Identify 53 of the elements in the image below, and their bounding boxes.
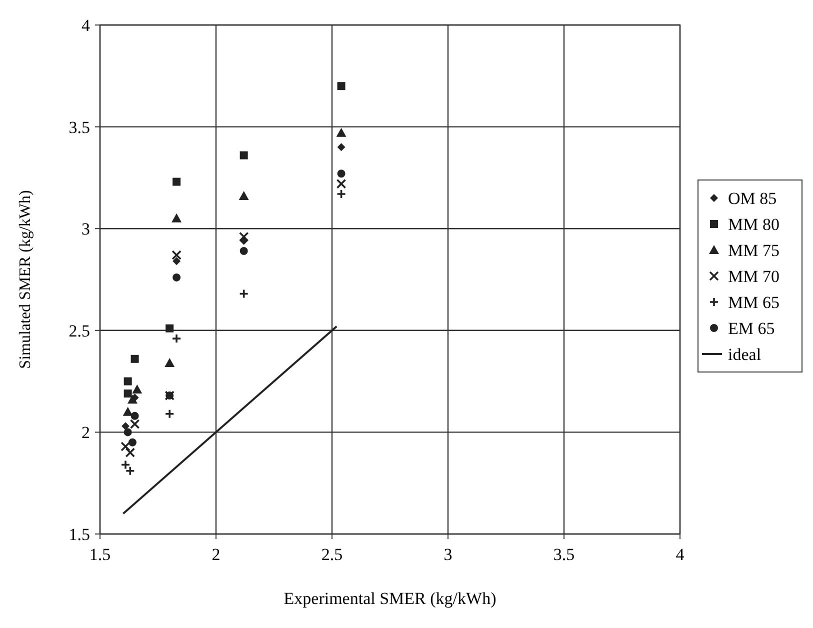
point [240,246,248,255]
point [172,273,181,282]
x-tick-label: 3 [444,545,452,564]
legend-label: EM 65 [728,319,775,338]
point [128,438,136,446]
legend-label: MM 80 [728,215,780,234]
y-axis-title: Simulated SMER (kg/kWh) [17,190,34,369]
point [172,213,182,222]
x-axis-title: Experimental SMER (kg/kWh) [284,589,496,608]
point [130,419,140,429]
point [336,128,346,137]
point [125,448,136,458]
y-tick-label: 2 [82,423,90,442]
y-tick-label: 1.5 [68,525,90,544]
point [122,406,133,416]
point [127,394,138,404]
point [164,408,174,419]
point [172,334,182,344]
point [238,232,249,242]
point [130,354,139,363]
legend-label: ideal [728,345,762,364]
x-tick-label: 2.5 [321,545,343,564]
point [240,151,248,160]
point [336,189,346,199]
point [120,442,130,452]
point [166,324,174,332]
point [238,191,249,200]
point [130,412,139,420]
point [164,358,175,367]
point [238,288,249,299]
y-tick-label: 3.5 [68,118,90,137]
legend-label: OM 85 [728,189,777,208]
point [172,178,181,186]
legend-label: MM 75 [728,241,780,260]
point [124,428,132,436]
point [337,82,346,90]
y-tick-label: 3 [82,220,90,239]
point [337,170,346,178]
x-tick-label: 2 [212,545,220,564]
point [172,257,181,266]
point [172,250,182,260]
point [336,178,346,189]
y-tick-label: 4 [82,16,90,35]
legend-label: MM 65 [728,293,780,312]
y-tick-label: 2.5 [68,321,90,340]
point [124,377,132,386]
point [122,422,130,430]
x-tick-label: 4 [676,545,685,564]
legend-label: MM 70 [728,267,780,286]
x-tick-label: 3.5 [553,545,575,564]
point [124,390,132,398]
point [132,384,142,394]
point [337,143,346,152]
